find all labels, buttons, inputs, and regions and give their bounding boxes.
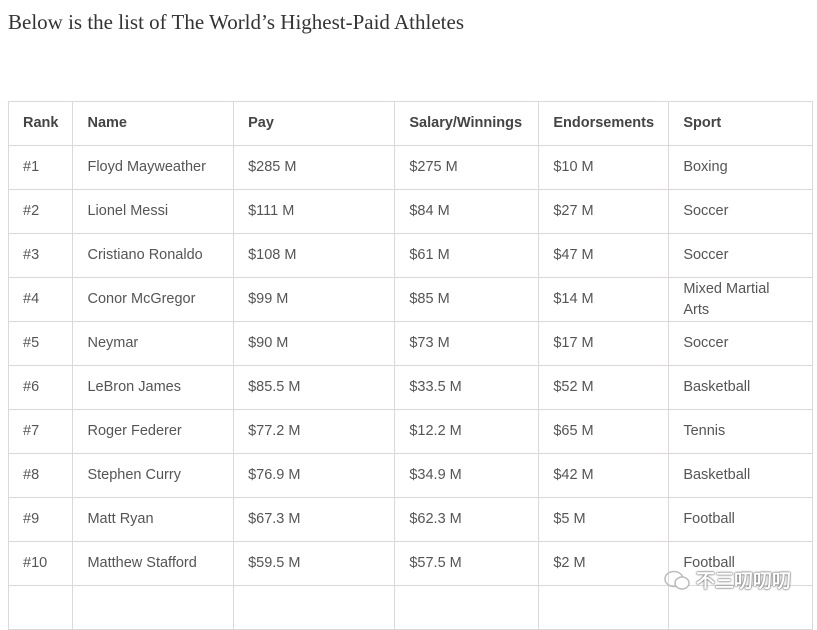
table-cell: Lionel Messi <box>72 189 235 234</box>
table-row: #3 Cristiano Ronaldo $108 M $61 M $47 M Socce… <box>7 233 813 278</box>
table-cell: Soccer <box>668 189 813 234</box>
table-cell: Roger Federer <box>72 409 235 454</box>
table-cell: $47 M <box>538 233 670 278</box>
table-cell: $90 M <box>233 321 396 366</box>
table-row: #2 Lionel Messi $111 M $84 M $27 M Soccer <box>7 189 813 234</box>
table-cell: $52 M <box>538 365 670 410</box>
table-cell: Matt Ryan <box>72 497 235 542</box>
table-row: #4 Conor McGregor $99 M $85 M $14 M Mixed Mar… <box>7 277 813 322</box>
table-cell: $67.3 M <box>233 497 396 542</box>
table-cell: #1 <box>7 145 74 190</box>
table-row: #7 Roger Federer $77.2 M $12.2 M $65 M Tennis <box>7 409 813 454</box>
table-row: #10 Matthew Stafford $59.5 M $57.5 M $2 M Foo… <box>7 541 813 586</box>
header-cell: Rank <box>7 101 74 146</box>
table-cell: Soccer <box>668 321 813 366</box>
page-title: Below is the list of The World’s Highest… <box>8 10 465 34</box>
table-cell: Mixed Martial Arts <box>668 277 813 322</box>
table-cell: #8 <box>7 453 74 498</box>
table-cell: $2 M <box>538 541 670 586</box>
table-cell: Stephen Curry <box>72 453 235 498</box>
athletes-table: Rank Name Pay Salary/Winnings Endorsements Sp… <box>7 101 813 630</box>
table-cell: $14 M <box>538 277 670 322</box>
table-cell: Soccer <box>668 233 813 278</box>
table-row: #9 Matt Ryan $67.3 M $62.3 M $5 M Football <box>7 497 813 542</box>
table-cell <box>233 585 396 630</box>
table-cell: $85 M <box>394 277 540 322</box>
table-row: #1 Floyd Mayweather $285 M $275 M $10 M Boxin… <box>7 145 813 190</box>
table-cell: $34.9 M <box>394 453 540 498</box>
table-cell: #3 <box>7 233 74 278</box>
table-cell: Conor McGregor <box>72 277 235 322</box>
table-cell: Neymar <box>72 321 235 366</box>
table-cell: $10 M <box>538 145 670 190</box>
table-row: #5 Neymar $90 M $73 M $17 M Soccer <box>7 321 813 366</box>
header-cell: Sport <box>668 101 813 146</box>
table-cell: $108 M <box>233 233 396 278</box>
table-cell: Football <box>668 541 813 586</box>
table-cell: $33.5 M <box>394 365 540 410</box>
table-cell: Matthew Stafford <box>72 541 235 586</box>
watermark-icon <box>664 570 690 590</box>
table-cell: #10 <box>7 541 74 586</box>
table-cell: Basketball <box>668 453 813 498</box>
header-row: Rank Name Pay Salary/Winnings Endorsements Sp… <box>7 101 813 146</box>
table-cell: Football <box>668 497 813 542</box>
table-cell: $12.2 M <box>394 409 540 454</box>
table-cell: #6 <box>7 365 74 410</box>
table-cell: #2 <box>7 189 74 234</box>
table-cell: $61 M <box>394 233 540 278</box>
table-cell: $77.2 M <box>233 409 396 454</box>
table-cell: Cristiano Ronaldo <box>72 233 235 278</box>
table-cell: $275 M <box>394 145 540 190</box>
table-body: #1 Floyd Mayweather $285 M $275 M $10 M Boxin… <box>7 145 813 630</box>
table-cell: #9 <box>7 497 74 542</box>
table-cell: Tennis <box>668 409 813 454</box>
header-cell: Salary/Winnings <box>394 101 540 146</box>
table-cell: $62.3 M <box>394 497 540 542</box>
table-row: #6 LeBron James $85.5 M $33.5 M $52 M Basketb… <box>7 365 813 410</box>
table-cell: Basketball <box>668 365 813 410</box>
table-cell: $42 M <box>538 453 670 498</box>
table-cell: $85.5 M <box>233 365 396 410</box>
page: Below is the list of The World’s Highest… <box>7 10 813 630</box>
header-cell: Name <box>72 101 235 146</box>
table-cell: $17 M <box>538 321 670 366</box>
table-cell: #4 <box>7 277 74 322</box>
table-cell <box>72 585 235 630</box>
table-cell: $76.9 M <box>233 453 396 498</box>
table-cell: $65 M <box>538 409 670 454</box>
table-cell: $99 M <box>233 277 396 322</box>
watermark: 不三叨叨叨 <box>664 566 791 593</box>
table-cell: Boxing <box>668 145 813 190</box>
header-cell: Endorsements <box>538 101 670 146</box>
table-cell <box>538 585 670 630</box>
table-cell: $111 M <box>233 189 396 234</box>
table-cell: $59.5 M <box>233 541 396 586</box>
table-cell <box>7 585 74 630</box>
header-cell: Pay <box>233 101 396 146</box>
table-cell: #5 <box>7 321 74 366</box>
table-cell: LeBron James <box>72 365 235 410</box>
table-cell: Floyd Mayweather <box>72 145 235 190</box>
table-cell: $5 M <box>538 497 670 542</box>
table-cell: $84 M <box>394 189 540 234</box>
table-cell: $285 M <box>233 145 396 190</box>
table-cell: $27 M <box>538 189 670 234</box>
table-cell: #7 <box>7 409 74 454</box>
watermark-text: 不三叨叨叨 <box>695 571 791 592</box>
table-cell: $73 M <box>394 321 540 366</box>
table-row: #8 Stephen Curry $76.9 M $34.9 M $42 M Basket… <box>7 453 813 498</box>
table-cell <box>394 585 540 630</box>
table-cell: $57.5 M <box>394 541 540 586</box>
